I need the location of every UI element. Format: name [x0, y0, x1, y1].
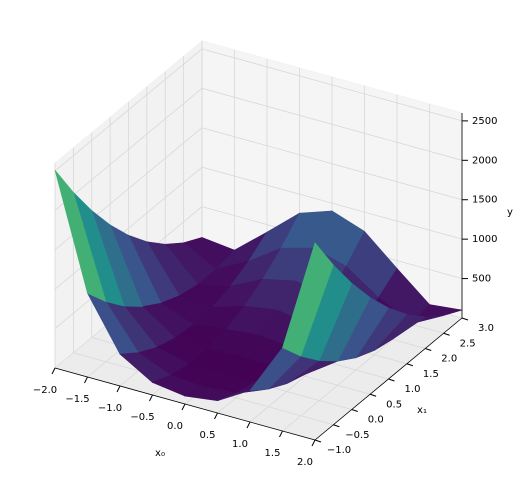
x-tick: [279, 430, 283, 438]
surface-patch: [54, 169, 107, 303]
y-tick: [351, 409, 358, 412]
y-tick-label: 0.5: [386, 399, 402, 410]
x-tick: [149, 394, 153, 402]
grid-line: [201, 166, 463, 240]
axis-line: [54, 367, 316, 441]
z-tick-label: 2500: [472, 116, 497, 127]
x-tick-label: −1.5: [65, 394, 89, 405]
x-tick-label: 2.0: [297, 457, 313, 468]
grid-line: [201, 127, 463, 201]
y-tick-label: 2.5: [460, 338, 476, 349]
x-axis-label: x₀: [155, 448, 165, 459]
axes: −2.0−1.5−1.0−0.50.00.51.01.52.0−1.0−0.50…: [33, 113, 497, 468]
x-tick: [51, 367, 56, 375]
z-tick-label: 2000: [472, 155, 497, 166]
y-tick-label: 2.0: [441, 354, 457, 365]
axis-line: [314, 317, 463, 441]
y-tick-label: −0.5: [345, 430, 369, 441]
y-tick-label: 3.0: [478, 323, 494, 334]
grid-line: [54, 87, 203, 211]
x-tick-label: 0.0: [167, 421, 183, 432]
y-axis-label: x₁: [417, 405, 427, 416]
y-tick: [425, 348, 432, 351]
x-tick: [246, 421, 251, 429]
grid-line: [201, 48, 463, 122]
y-tick: [369, 393, 377, 397]
surface: [54, 169, 463, 401]
z-tick-label: 1500: [472, 195, 497, 206]
y-tick: [406, 363, 414, 367]
z-tick-label: 1000: [472, 234, 497, 245]
x-tick: [214, 412, 218, 420]
x-tick-label: −2.0: [33, 385, 57, 396]
x-tick: [116, 385, 121, 393]
y-tick: [388, 378, 395, 382]
x-tick: [84, 376, 88, 384]
y-tick-label: −1.0: [327, 445, 351, 456]
x-tick-label: −0.5: [130, 412, 154, 423]
z-axis-label: y: [507, 207, 513, 218]
x-tick: [181, 403, 186, 411]
y-tick-label: 1.5: [423, 369, 439, 380]
z-tick-label: 500: [472, 274, 491, 285]
y-tick-label: 1.0: [405, 384, 421, 395]
y-tick: [314, 439, 322, 443]
y-tick: [461, 317, 469, 321]
surface-patch: [282, 242, 334, 357]
x-tick-label: 1.0: [232, 439, 248, 450]
y-tick-label: 0.0: [368, 415, 384, 426]
x-tick-label: −1.0: [98, 403, 122, 414]
x-tick-label: 1.5: [265, 448, 281, 459]
y-tick: [443, 332, 450, 336]
grid-line: [201, 87, 463, 161]
x-tick-label: 0.5: [200, 430, 216, 441]
grid-line: [54, 166, 203, 290]
grid-line: [54, 48, 203, 172]
y-tick: [333, 424, 340, 428]
x-tick: [311, 439, 316, 447]
